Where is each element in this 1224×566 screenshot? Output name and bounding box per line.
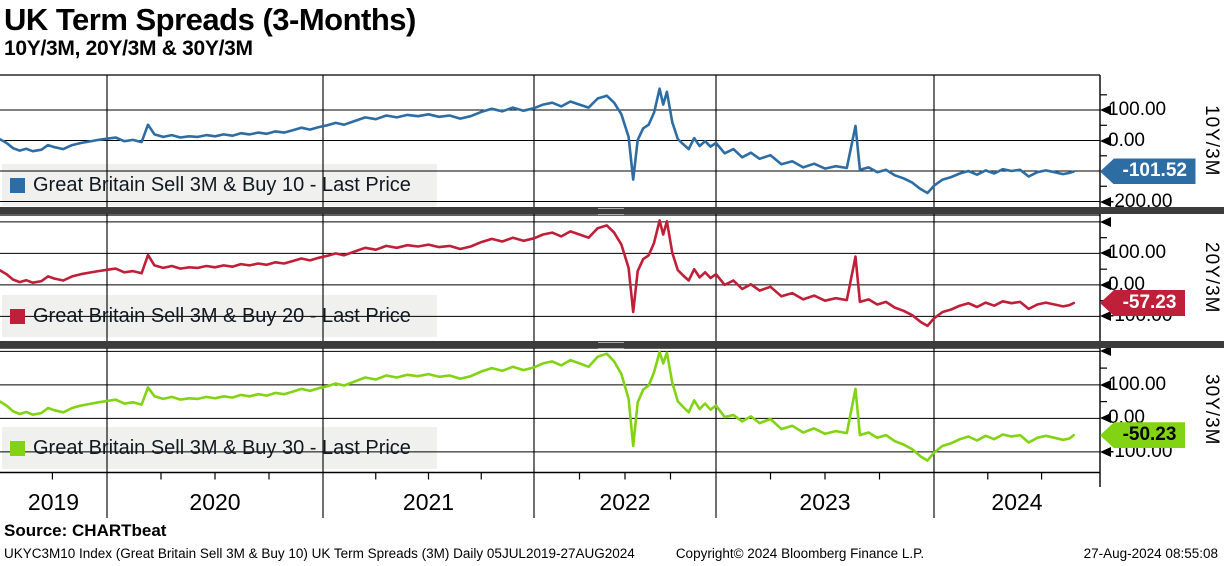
legend-box-30y/3m: [2, 427, 437, 469]
y-tick-label: 0.00: [1108, 273, 1145, 295]
y-tick-label: -200.00: [1108, 190, 1173, 212]
last-price-badge-20y/3m: -57.23: [1100, 289, 1185, 316]
y-tick-label: 100.00: [1108, 99, 1167, 121]
panel-axis-title-10y/3m: 10Y/3M: [1201, 105, 1222, 177]
y-tick-arrow: [1100, 216, 1111, 227]
last-price-badge-30y/3m: -50.23: [1100, 422, 1185, 449]
price-line-10y/3m: [0, 87, 1076, 195]
x-axis-year-label: 2019: [27, 489, 80, 515]
y-tick-arrow: [1100, 105, 1111, 116]
panel-axis-title-20y/3m: 20Y/3M: [1201, 242, 1222, 314]
x-axis-year-label: 2024: [991, 489, 1043, 515]
x-axis-year-label: 2020: [189, 489, 241, 515]
legend-label: Great Britain Sell 3M & Buy 10 - Last Pr…: [33, 173, 411, 196]
legend-item-30y/3m: Great Britain Sell 3M & Buy 30 - Last Pr…: [10, 435, 411, 461]
panel-splitter[interactable]: [0, 207, 1224, 215]
splitter-grip-icon[interactable]: [598, 208, 624, 215]
last-price-badge-10y/3m: -101.52: [1100, 158, 1196, 185]
legend-item-10y/3m: Great Britain Sell 3M & Buy 10 - Last Pr…: [10, 172, 411, 198]
footer-copyright: Copyright© 2024 Bloomberg Finance L.P.: [675, 546, 925, 561]
source-line: Source: CHARTbeat: [4, 521, 167, 540]
y-tick-label: 0.00: [1108, 129, 1145, 151]
y-tick-arrow: [1100, 413, 1111, 424]
x-axis-year-label: 2021: [402, 489, 455, 515]
footer-security-info: UKYC3M10 Index (Great Britain Sell 3M & …: [4, 546, 635, 561]
y-tick-label: 100.00: [1108, 242, 1167, 264]
price-line-30y/3m: [0, 350, 1076, 462]
y-tick-arrow: [1100, 135, 1111, 146]
y-tick-arrow: [1100, 196, 1111, 207]
y-tick-label: 100.00: [1108, 373, 1167, 395]
legend-swatch-icon: [10, 308, 25, 324]
footer-timestamp: 27-Aug-2024 08:55:08: [1083, 546, 1218, 561]
y-tick-arrow: [1100, 346, 1111, 357]
y-tick-arrow: [1100, 279, 1111, 290]
legend-swatch-icon: [10, 440, 25, 456]
x-axis-year-label: 2023: [799, 489, 851, 515]
y-tick-arrow: [1100, 379, 1111, 390]
legend-item-20y/3m: Great Britain Sell 3M & Buy 20 - Last Pr…: [10, 303, 411, 329]
legend-label: Great Britain Sell 3M & Buy 30 - Last Pr…: [33, 436, 411, 459]
y-tick-arrow: [1100, 446, 1111, 457]
y-tick-arrow: [1100, 248, 1111, 259]
page-subtitle: 10Y/3M, 20Y/3M & 30Y/3M: [4, 37, 253, 60]
splitter-grip-icon[interactable]: [598, 342, 624, 349]
legend-swatch-icon: [10, 177, 25, 193]
page-title: UK Term Spreads (3-Months): [4, 2, 416, 37]
y-tick-arrow: [1100, 311, 1111, 322]
x-axis-year-label: 2022: [599, 489, 651, 515]
panel-axis-title-30y/3m: 30Y/3M: [1201, 374, 1222, 446]
panel-splitter[interactable]: [0, 341, 1224, 349]
price-line-20y/3m: [0, 219, 1076, 328]
legend-label: Great Britain Sell 3M & Buy 20 - Last Pr…: [33, 304, 411, 327]
